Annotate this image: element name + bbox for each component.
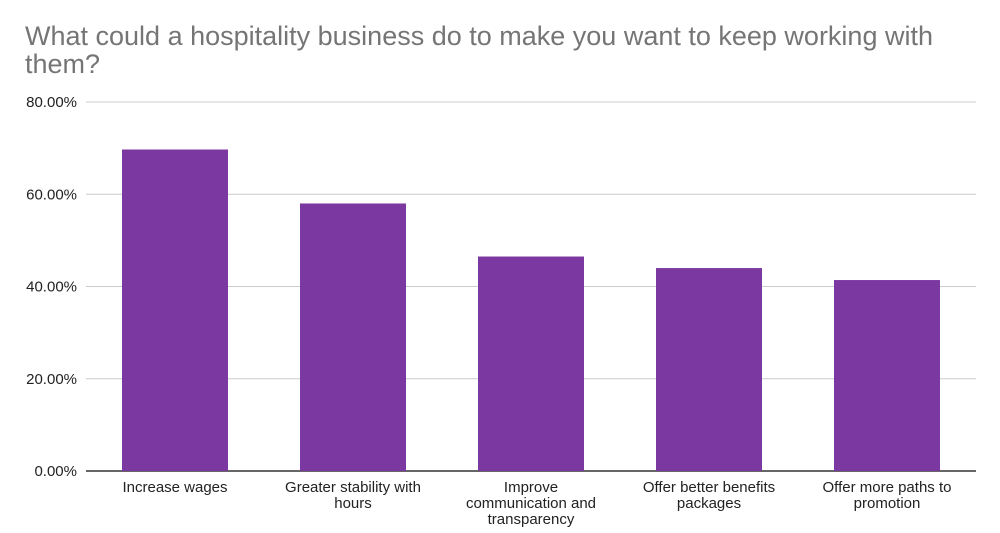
bar (834, 280, 940, 471)
x-axis-category-labels: Increase wages Greater stability with hour… (122, 479, 951, 528)
bar (122, 149, 228, 472)
x-category-label: Offer better benefits packages (643, 479, 775, 512)
y-tick-label: 60.00% (26, 186, 77, 203)
y-tick-label: 20.00% (26, 371, 77, 388)
bar (300, 203, 406, 471)
y-tick-label: 0.00% (34, 463, 77, 480)
bar (478, 256, 584, 471)
bars (122, 149, 940, 472)
x-category-label: Increase wages (122, 479, 227, 496)
x-category-label: Improve communication and transparency (466, 479, 596, 528)
y-axis-tick-labels: 0.00% 20.00% 40.00% 60.00% 80.00% (26, 94, 77, 480)
bar (656, 268, 762, 471)
y-tick-label: 40.00% (26, 279, 77, 296)
x-category-label: Greater stability with hours (285, 479, 421, 512)
chart-title: What could a hospitality business do to … (25, 21, 933, 79)
x-category-label: Offer more paths to promotion (823, 479, 952, 512)
y-tick-label: 80.00% (26, 94, 77, 111)
